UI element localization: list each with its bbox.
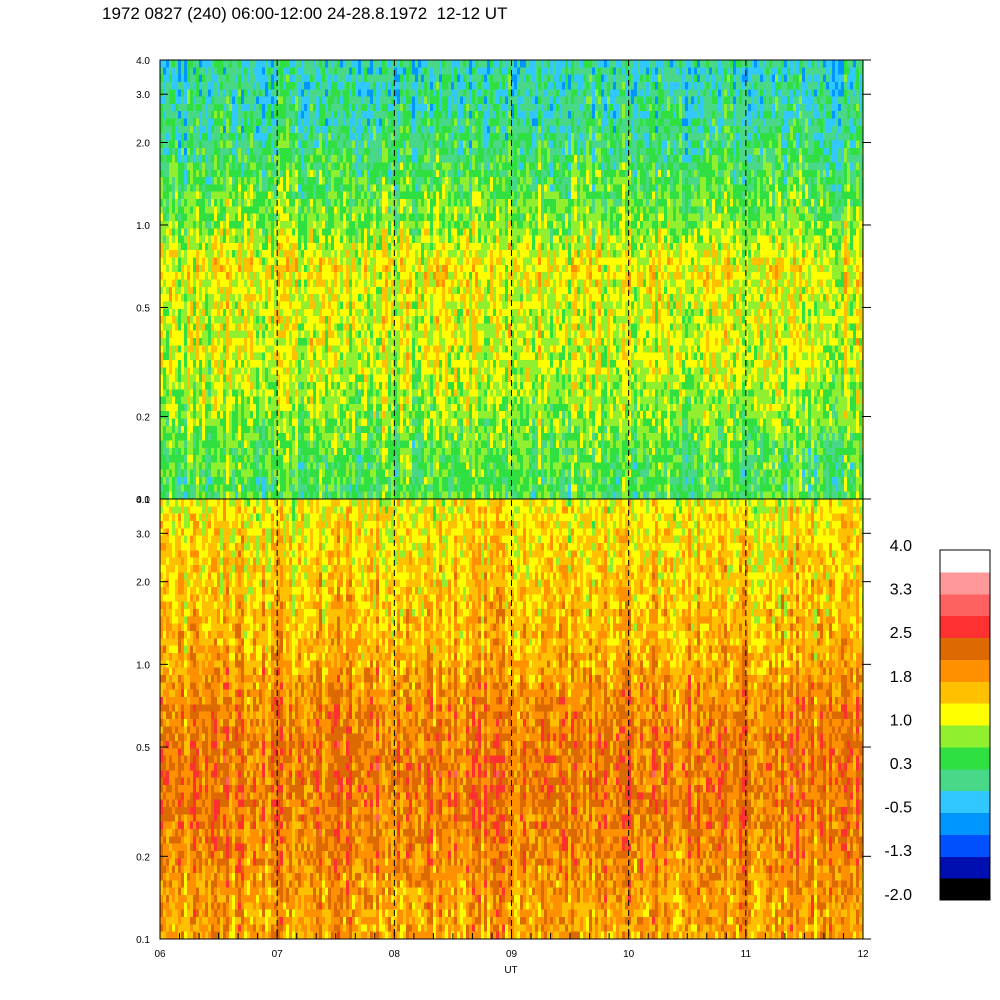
y-tick-label: 0.2 [136,852,150,863]
colorbar-swatch [940,791,990,813]
x-tick-label: 12 [857,949,869,960]
y-tick-label: 0.1 [136,935,150,946]
colorbar-label: -2.0 [884,887,912,904]
colorbar-swatch [940,834,990,856]
colorbar-swatch [940,725,990,747]
y-tick-label: 0.2 [136,413,150,424]
y-tick-label: 1.0 [136,221,150,232]
colorbar-swatch [940,638,990,660]
x-tick-label: 07 [272,949,284,960]
y-tick-label: 3.0 [136,90,150,101]
colorbar-label: 1.0 [890,712,912,729]
colorbar-label: 0.3 [890,756,912,773]
colorbar-label: 1.8 [890,669,912,686]
colorbar-swatch [940,594,990,616]
colorbar-label: 2.5 [890,625,912,642]
y-tick-label: 1.0 [136,660,150,671]
colorbar-swatch [940,550,990,572]
y-tick-label: 3.0 [136,529,150,540]
colorbar-swatch [940,659,990,681]
x-tick-label: 06 [154,949,166,960]
y-tick-label: 0.5 [136,303,150,314]
colorbar-swatch [940,703,990,725]
colorbar-label: 4.0 [890,538,912,555]
colorbar-swatch [940,856,990,878]
x-tick-label: 09 [506,949,518,960]
x-tick-label: 10 [623,949,635,960]
colorbar-label: -1.3 [884,843,912,860]
y-tick-label: 4.0 [136,495,150,506]
y-tick-label: 2.0 [136,138,150,149]
colorbar-swatch [940,747,990,769]
colorbar-swatch [940,681,990,703]
y-tick-label: 0.5 [136,743,150,754]
y-tick-label: 2.0 [136,578,150,589]
x-tick-label: 11 [741,949,752,960]
y-tick-label: 4.0 [136,56,150,67]
colorbar-label: -0.5 [884,800,912,817]
colorbar-swatch [940,813,990,835]
x-axis-label: UT [504,965,517,976]
colorbar-swatch [940,616,990,638]
colorbar-swatch [940,572,990,594]
colorbar: 4.0 3.3 2.5 1.8 1.0 0.3 -0.5 -1.3 -2.0 [884,538,990,904]
colorbar-swatch [940,769,990,791]
colorbar-swatch [940,878,990,900]
colorbar-label: 3.3 [890,582,912,599]
x-tick-label: 08 [389,949,401,960]
